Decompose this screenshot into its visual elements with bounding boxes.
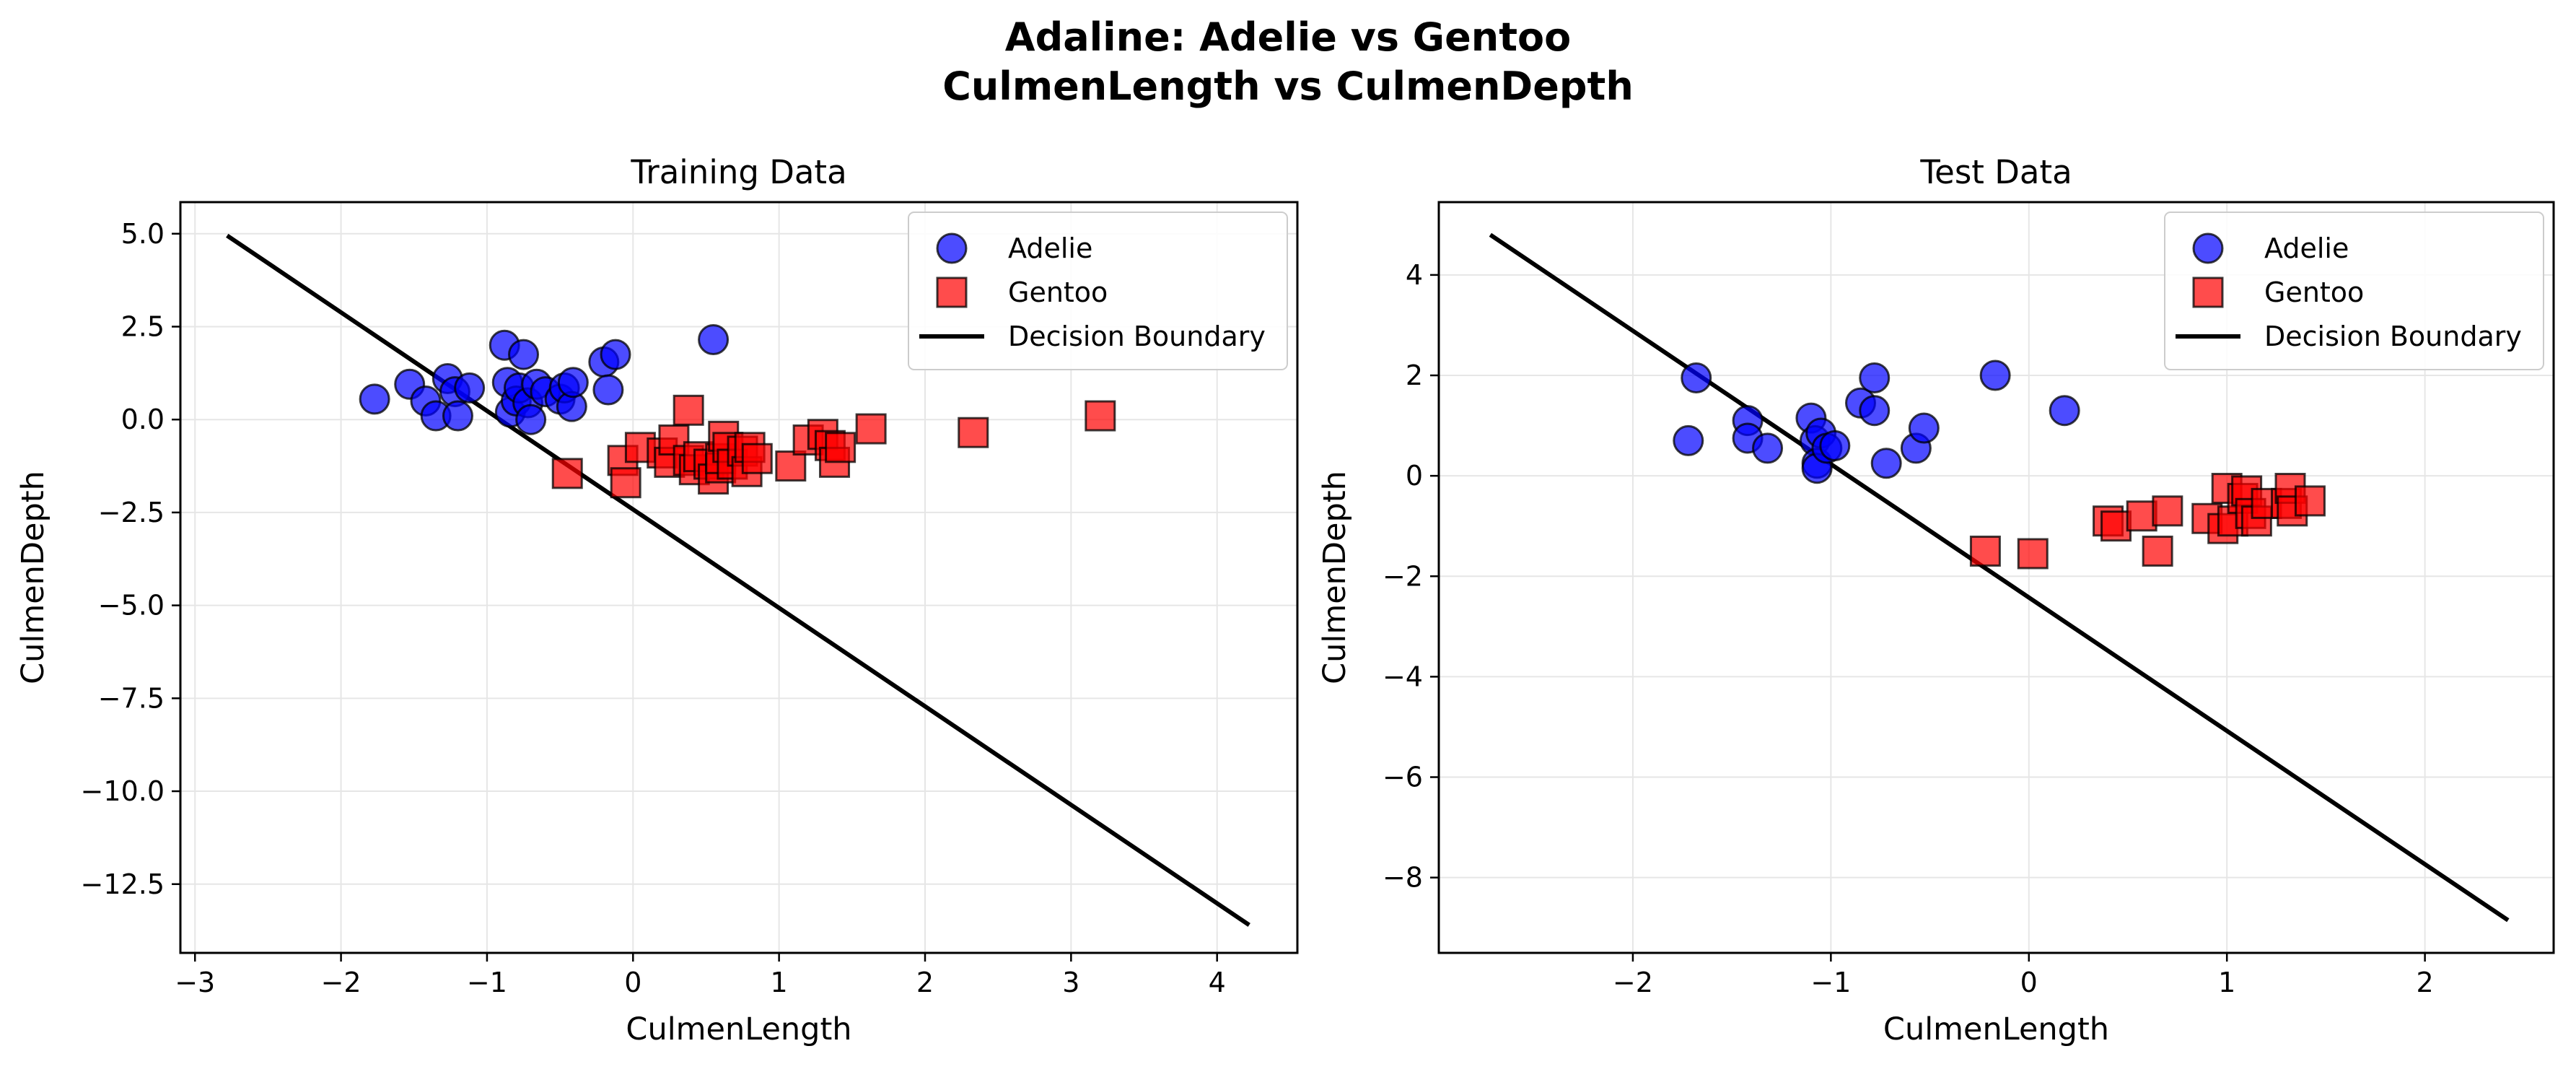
chart-1-adelie-point xyxy=(1859,395,1891,427)
chart-0-gentoo-point xyxy=(855,413,887,445)
chart-1-ytick-label: 4 xyxy=(1406,259,1423,291)
figure-title-line2: CulmenLength vs CulmenDepth xyxy=(942,64,1634,109)
chart-0-ytick-label: −7.5 xyxy=(98,682,165,714)
chart-1-gentoo-point xyxy=(2152,495,2183,527)
chart-1-xlabel: CulmenLength xyxy=(1883,1011,2109,1047)
chart-0-ytick-label: 5.0 xyxy=(121,218,165,250)
chart-0-xtick-label: 0 xyxy=(624,967,641,998)
chart-1-frame xyxy=(1437,201,2555,954)
chart-1-adelie-point xyxy=(1681,362,1712,393)
chart-0-xtick-label: 1 xyxy=(771,967,788,998)
chart-1-title: Test Data xyxy=(1919,153,2072,191)
chart-0-adelie-point xyxy=(698,323,730,355)
chart-1-gentoo-point xyxy=(2126,500,2157,532)
chart-0-legend-boundary-label: Decision Boundary xyxy=(1008,321,1266,352)
chart-1-decision-boundary-line xyxy=(1489,232,2510,923)
chart-0-ytick-label: −12.5 xyxy=(81,868,165,900)
chart-1-adelie-point xyxy=(1908,412,1940,444)
chart-1-gentoo-point xyxy=(2294,485,2326,517)
chart-1-xtick-label: −1 xyxy=(1810,967,1851,998)
chart-0-gentoo-point xyxy=(825,432,857,463)
chart-1-adelie-point xyxy=(1859,362,1891,393)
chart-0-gentoo-point xyxy=(741,443,773,474)
chart-0-gentoo-point xyxy=(673,394,704,426)
chart-0-adelie-point xyxy=(592,374,624,406)
chart-1-legend-boundary-label: Decision Boundary xyxy=(2264,321,2522,352)
chart-0-title: Training Data xyxy=(630,153,846,191)
chart-0-adelie-point xyxy=(454,372,486,404)
chart-1-xtick-label: 2 xyxy=(2417,967,2434,998)
chart-0-adelie-point xyxy=(359,383,390,415)
chart-1-legend-adelie-marker xyxy=(2192,232,2224,264)
chart-0-ylabel: CulmenDepth xyxy=(15,471,51,684)
chart-1-legend-gentoo-label: Gentoo xyxy=(2264,276,2364,308)
chart-1-adelie-point xyxy=(1870,448,1902,479)
chart-0-adelie-point xyxy=(600,339,631,370)
chart-0-legend-box xyxy=(908,212,1288,370)
chart-1-gentoo-point xyxy=(2142,535,2173,567)
training-data-axes: −3 −2 −1 0 1 2 3 4 5.0 2.5 0.0 −2.5 −5.0 −7.5 −10.0 −12… xyxy=(15,153,1299,1047)
chart-0-xtick-label: −1 xyxy=(467,967,507,998)
chart-0-ytick-label: 0.0 xyxy=(121,404,165,435)
chart-0-ytick-label: −2.5 xyxy=(98,497,165,528)
chart-1-gentoo-point xyxy=(2017,538,2049,570)
chart-1-legend: Adelie Gentoo Decision Boundary xyxy=(2164,212,2544,370)
chart-0-gentoo-point xyxy=(958,417,989,448)
test-data-axes: −2 −1 0 1 2 4 2 0 −2 −4 −6 −8 Test Data CulmenLength C… xyxy=(1317,153,2555,1047)
chart-0-legend-adelie-label: Adelie xyxy=(1008,232,1092,264)
chart-0-gentoo-point xyxy=(775,450,807,482)
chart-0-xlabel: CulmenLength xyxy=(626,1011,851,1047)
chart-0-legend-adelie-marker xyxy=(936,232,968,264)
chart-1-adelie-point xyxy=(1979,359,2011,391)
chart-0-adelie-point xyxy=(508,339,540,370)
chart-0-adelie-point xyxy=(442,400,473,432)
chart-1-ytick-label: −4 xyxy=(1383,661,1423,692)
chart-0-adelie-point xyxy=(515,404,547,435)
figure-title-line1: Adaline: Adelie vs Gentoo xyxy=(1005,14,1571,60)
chart-1-ytick-label: −6 xyxy=(1383,762,1423,793)
chart-1-adelie-point xyxy=(1752,432,1784,464)
chart-1-ylabel: CulmenDepth xyxy=(1317,471,1353,684)
chart-0-adelie-point xyxy=(557,367,589,398)
chart-1-ytick-label: 2 xyxy=(1406,359,1423,391)
chart-0-legend-gentoo-label: Gentoo xyxy=(1008,276,1108,308)
chart-1-xtick-label: 0 xyxy=(2020,967,2038,998)
chart-0-legend: Adelie Gentoo Decision Boundary xyxy=(908,212,1288,370)
chart-0-xtick-label: −2 xyxy=(321,967,362,998)
chart-1-ytick-label: 0 xyxy=(1406,460,1423,492)
chart-0-ytick-label: −10.0 xyxy=(81,775,165,807)
chart-0-gentoo-point xyxy=(610,467,641,499)
chart-1-ytick-label: −8 xyxy=(1383,862,1423,894)
chart-0-legend-gentoo-marker xyxy=(936,276,968,308)
chart-0-gentoo-point xyxy=(1085,400,1116,432)
chart-1-adelie-point xyxy=(1673,424,1704,456)
chart-0-xtick-label: 3 xyxy=(1062,967,1079,998)
chart-0-xtick-label: 2 xyxy=(916,967,934,998)
chart-1-legend-adelie-label: Adelie xyxy=(2264,232,2349,264)
chart-1-adelie-point xyxy=(2049,395,2080,427)
chart-0-ytick-label: −5.0 xyxy=(98,590,165,622)
chart-1-plot-area xyxy=(1489,232,2510,923)
chart-1-ytick-label: −2 xyxy=(1383,560,1423,592)
chart-1-gentoo-point xyxy=(2100,510,2132,542)
chart-1-xtick-label: 1 xyxy=(2218,967,2235,998)
chart-0-decision-boundary-line xyxy=(226,233,1250,927)
chart-0-plot-area xyxy=(226,233,1250,927)
chart-0-xtick-label: −3 xyxy=(175,967,215,998)
chart-1-legend-gentoo-marker xyxy=(2192,276,2224,308)
chart-0-ytick-label: 2.5 xyxy=(121,310,165,342)
chart-1-gentoo-point xyxy=(1969,535,2001,567)
chart-0-gentoo-point xyxy=(551,458,583,489)
chart-0-frame xyxy=(179,201,1299,954)
chart-1-xtick-label: −2 xyxy=(1613,967,1653,998)
chart-0-xtick-label: 4 xyxy=(1209,967,1226,998)
chart-1-adelie-point xyxy=(1819,430,1851,461)
chart-1-legend-box xyxy=(2164,212,2544,370)
